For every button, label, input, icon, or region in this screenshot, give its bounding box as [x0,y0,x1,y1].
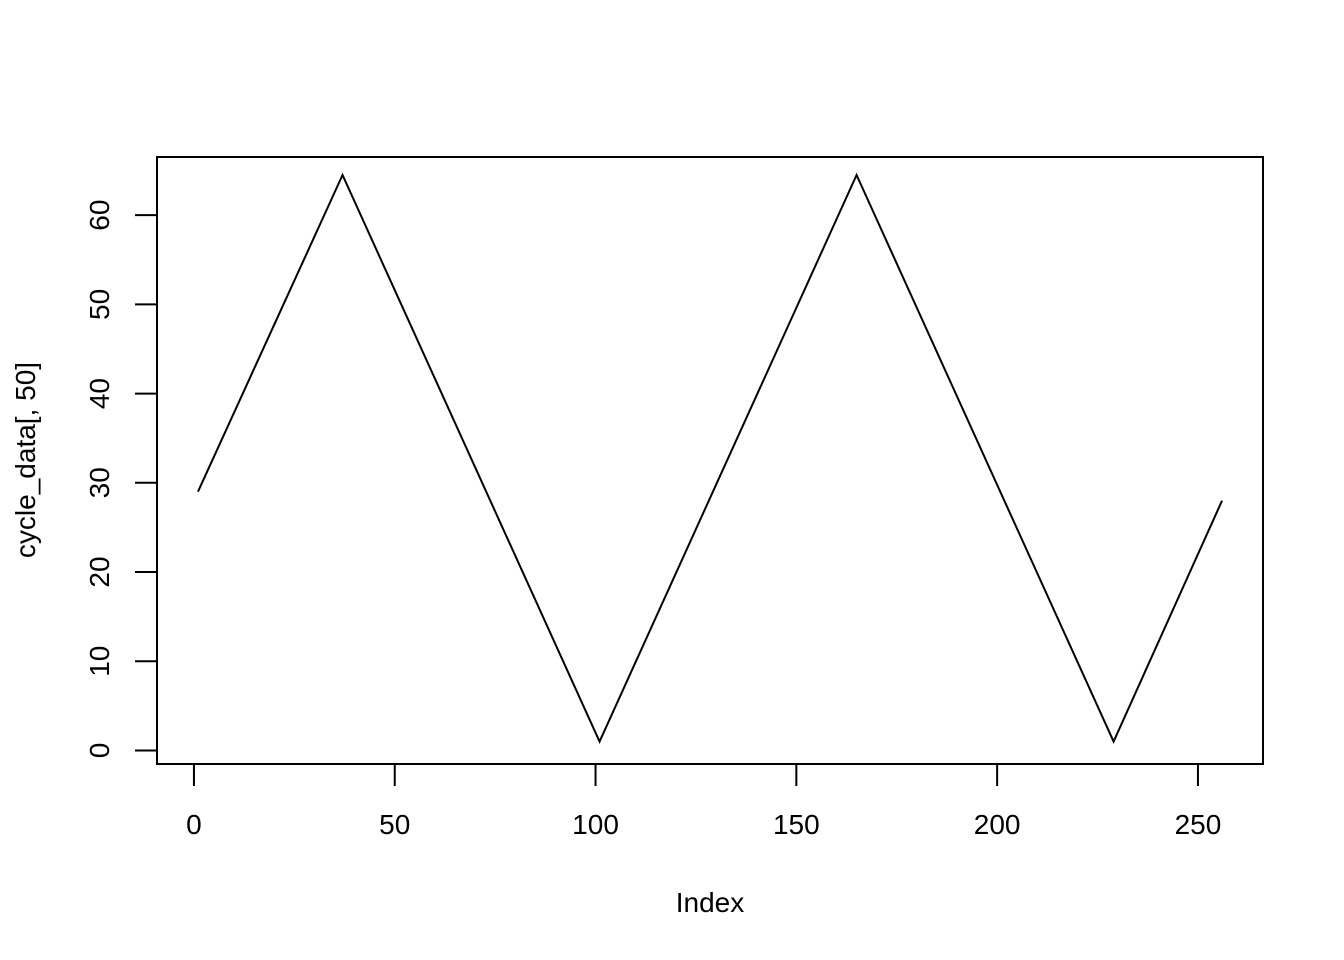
x-tick-label: 200 [974,809,1021,840]
x-tick-label: 150 [773,809,820,840]
x-tick-label: 0 [186,809,202,840]
y-tick-label: 20 [84,556,115,587]
x-tick-label: 50 [379,809,410,840]
x-axis-label: Index [676,887,745,918]
y-tick-label: 40 [84,378,115,409]
x-tick-label: 100 [572,809,619,840]
y-tick-label: 60 [84,200,115,231]
y-tick-label: 50 [84,289,115,320]
x-tick-label: 250 [1175,809,1222,840]
x-axis: 0 50 100 150 200 250 [186,763,1222,840]
y-tick-label: 10 [84,646,115,677]
y-tick-label: 30 [84,467,115,498]
plot-frame [156,156,1264,765]
y-axis-label: cycle_data[, 50] [10,362,41,558]
y-tick-label: 0 [84,743,115,759]
series-layer [197,172,1223,744]
series-line [197,172,1223,744]
y-axis: 0 10 20 30 40 50 60 [84,200,158,759]
